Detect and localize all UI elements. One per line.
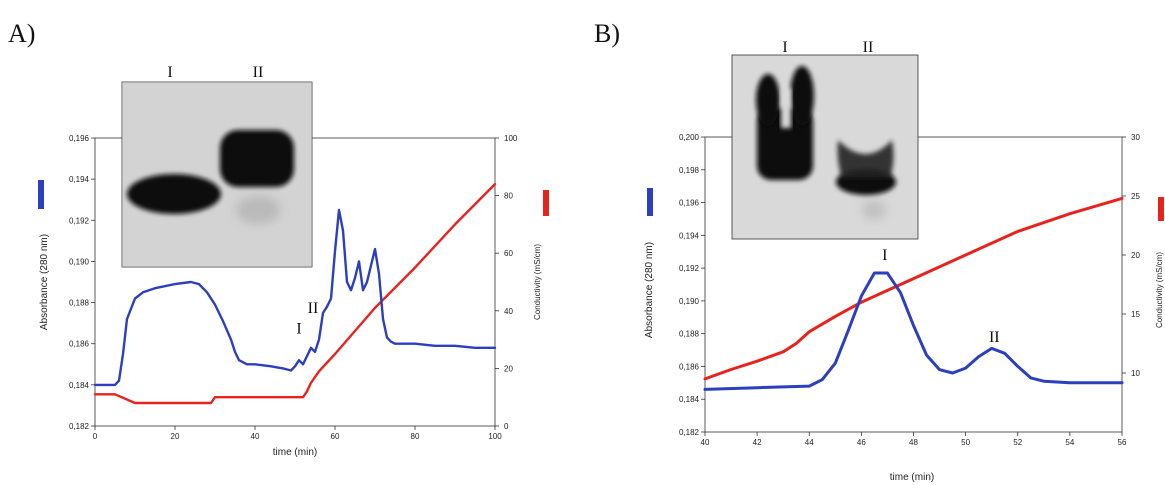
panel-a-series xyxy=(93,182,497,405)
panel-a-x-tick-label: 60 xyxy=(331,432,340,441)
panel-a-absorbance-legend-swatch xyxy=(38,180,44,209)
panel-b-y-tick-label: 0,192 xyxy=(679,264,700,273)
panel-a-y-tick-label: 0,188 xyxy=(69,299,90,308)
panel-a-y2-tick-label: 0 xyxy=(504,422,509,431)
panel-b-y-tick-label: 0,196 xyxy=(679,199,700,208)
panel-a-x-tick-label: 100 xyxy=(488,432,502,441)
panel-b-gel-lane-i: I xyxy=(782,39,787,56)
panel-b-y2-tick-label: 10 xyxy=(1131,369,1140,378)
panel-a-conductivity-legend-swatch xyxy=(543,190,549,216)
panel-b-y-axis-label: Absorbance (280 nm) xyxy=(644,242,655,338)
panel-a-x-axis-ticks: 0 20 40 60 80 100 xyxy=(93,426,502,441)
panel-b-y2-tick-label: 20 xyxy=(1131,251,1140,260)
panel-b-y-tick-label: 0,186 xyxy=(679,362,700,371)
panel-b: B) 0,1820,1840,1860,1880,1900,1920,1940,… xyxy=(594,19,1164,483)
panel-b-left-axis-ticks: 0,182 0,184 0,186 0,188 0,190 0,192 0,194 0,196… xyxy=(679,133,705,437)
panel-a-y2-tick-label: 60 xyxy=(504,249,513,258)
panel-a-y2-tick-label: 100 xyxy=(504,134,518,143)
panel-a-x-tick-label: 20 xyxy=(171,432,180,441)
panel-b-y-tick-label: 0,200 xyxy=(679,133,700,142)
panel-a-x-axis-label: time (min) xyxy=(273,447,317,458)
panel-b-peak-label-ii: II xyxy=(989,329,1000,346)
panel-a-x-tick-label: 40 xyxy=(251,432,260,441)
panel-b-gel-lane-ii: II xyxy=(863,39,874,56)
panel-a-peak-label-i: I xyxy=(296,320,301,337)
panel-b-x-tick-label: 46 xyxy=(857,438,866,447)
panel-a: A) 0,1820,1840,1860,1880,1900,1920,1940,… xyxy=(8,19,549,458)
panel-b-right-axis-ticks: 10 15 20 25 30 xyxy=(1122,133,1140,378)
panel-a-y2-tick-label: 20 xyxy=(504,364,513,373)
panel-a-y2-tick-label: 80 xyxy=(504,192,513,201)
panel-b-y-tick-label: 0,184 xyxy=(679,395,700,404)
panel-a-x-tick-label: 80 xyxy=(411,432,420,441)
panel-b-gel-band-i-body xyxy=(757,108,813,180)
panel-a-y-tick-label: 0,194 xyxy=(69,175,90,184)
panel-a-y-tick-label: 0,196 xyxy=(69,134,90,143)
panel-b-y-tick-label: 0,188 xyxy=(679,330,700,339)
panel-a-conductivity-line xyxy=(93,182,497,405)
panel-b-y2-tick-label: 15 xyxy=(1131,310,1140,319)
panel-b-y-tick-label: 0,194 xyxy=(679,231,700,240)
panel-b-y-tick-label: 0,190 xyxy=(679,297,700,306)
panel-b-peak-label-i: I xyxy=(882,247,887,264)
panel-b-absorbance-line xyxy=(703,271,1124,391)
panel-a-x-tick-label: 0 xyxy=(93,432,98,441)
panel-b-x-axis-ticks: 40 42 44 46 48 50 52 54 56 xyxy=(701,432,1127,447)
panel-a-y-tick-label: 0,192 xyxy=(69,216,90,225)
panel-b-x-tick-label: 40 xyxy=(701,438,710,447)
panel-b-letter: B) xyxy=(594,19,620,48)
panel-b-x-tick-label: 54 xyxy=(1065,438,1074,447)
panel-b-x-tick-label: 50 xyxy=(961,438,970,447)
panel-a-right-axis-ticks: 0 20 40 60 80 100 xyxy=(495,134,518,431)
panel-b-series xyxy=(703,196,1124,391)
panel-a-gel-lane-i: I xyxy=(167,64,172,81)
panel-a-y-tick-label: 0,182 xyxy=(69,422,90,431)
panel-a-y-tick-label: 0,184 xyxy=(69,381,90,390)
panel-a-peak-label-ii: II xyxy=(308,300,319,317)
panel-b-y2-tick-label: 30 xyxy=(1131,133,1140,142)
panel-b-y-tick-label: 0,182 xyxy=(679,428,700,437)
panel-a-absorbance-line xyxy=(93,208,497,387)
panel-a-y-tick-label: 0,186 xyxy=(69,340,90,349)
panel-a-gel-band-i xyxy=(127,174,221,214)
panel-a-gel-lane-ii: II xyxy=(253,64,264,81)
panel-b-conductivity-legend-swatch xyxy=(1158,197,1164,221)
panel-a-y-tick-label: 0,190 xyxy=(69,257,90,266)
panel-a-y2-axis-label: Conductivity (mS/cm) xyxy=(533,244,542,320)
panel-a-letter: A) xyxy=(8,19,35,48)
panel-b-absorbance-legend-swatch xyxy=(647,188,653,216)
panel-b-x-tick-label: 44 xyxy=(805,438,814,447)
panel-b-conductivity-line xyxy=(703,196,1124,381)
panel-a-left-axis-ticks: 0,182 0,184 0,186 0,188 0,190 0,192 0,194 0,196 xyxy=(69,134,95,431)
panel-a-y-axis-label: Absorbance (280 nm) xyxy=(39,234,50,330)
panel-b-gel-inset: I II xyxy=(731,39,919,240)
panel-a-y2-tick-label: 40 xyxy=(504,307,513,316)
panel-b-y2-tick-label: 25 xyxy=(1131,192,1140,201)
panel-b-x-tick-label: 52 xyxy=(1013,438,1022,447)
panel-a-gel-band-ii xyxy=(220,130,294,187)
panel-a-gel-inset: I II xyxy=(121,64,313,268)
panel-b-y2-axis-label: Conductivity (mS/cm) xyxy=(1155,252,1164,328)
panel-b-x-tick-label: 48 xyxy=(909,438,918,447)
panel-b-x-axis-label: time (min) xyxy=(890,472,934,483)
panel-b-x-tick-label: 42 xyxy=(753,438,762,447)
panel-b-y-tick-label: 0,198 xyxy=(679,166,700,175)
panel-b-x-tick-label: 56 xyxy=(1118,438,1127,447)
